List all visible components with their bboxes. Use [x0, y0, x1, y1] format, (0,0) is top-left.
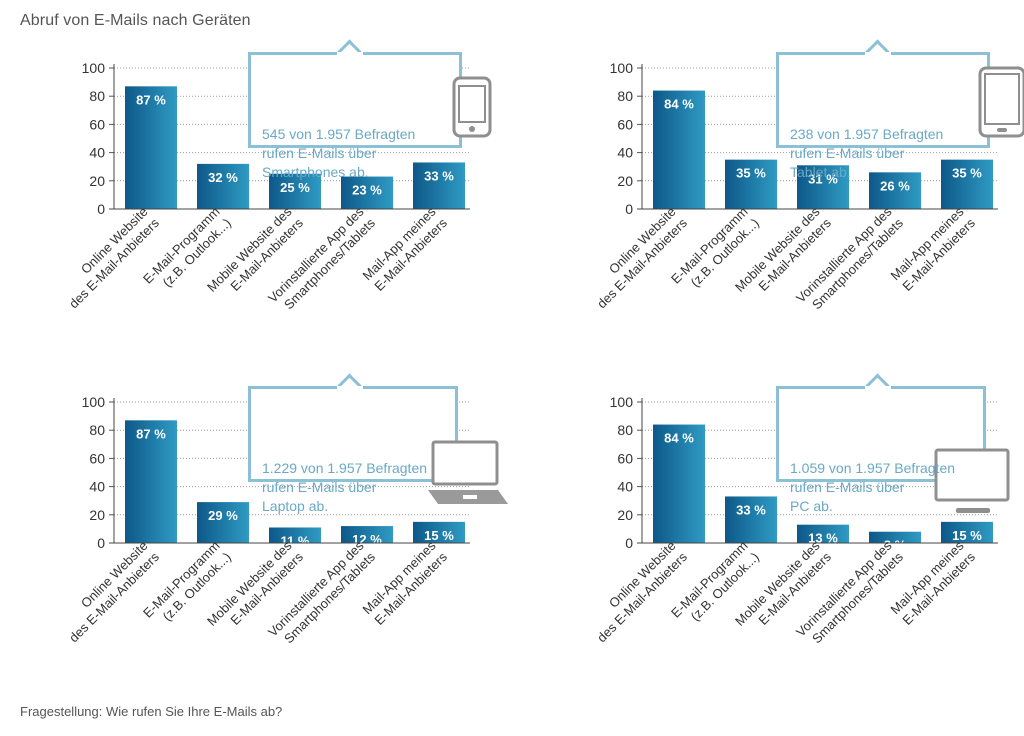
- y-tick-label: 20: [89, 507, 105, 523]
- callout-text: 1.059 von 1.957 Befragten rufen E-Mails …: [790, 460, 956, 514]
- y-tick-label: 20: [89, 173, 105, 189]
- y-tick-label: 80: [89, 422, 105, 438]
- bar-chart-laptop: 0 20 40 60 80 100 87 % Online Websitedes E-Mail…: [55, 394, 470, 646]
- bar-value-label: 11 %: [281, 533, 310, 548]
- y-tick-label: 40: [617, 479, 633, 495]
- callout-text: 1.229 von 1.957 Befragten rufen E-Mails …: [262, 460, 428, 514]
- y-tick-label: 40: [89, 479, 105, 495]
- bar: [413, 521, 465, 543]
- y-tick-label: 100: [82, 60, 106, 76]
- bar-value-label: 33 %: [424, 168, 454, 183]
- bar-value-label: 84 %: [664, 97, 694, 112]
- bar-value-label: 35 %: [736, 166, 766, 181]
- bar: [725, 159, 777, 209]
- bar-chart-pc: 0 20 40 60 80 100 84 % Online Websitedes E-Mail…: [583, 394, 998, 646]
- category-label: Online Websitedes E-Mail-Anbieters: [55, 204, 163, 312]
- category-label: Mail-App meinesE-Mail-Anbieters: [360, 538, 451, 629]
- bar: [653, 90, 705, 209]
- y-tick-label: 40: [617, 145, 633, 161]
- bar: [869, 531, 921, 543]
- callout-box: 1.229 von 1.957 Befragten rufen E-Mails …: [248, 373, 458, 514]
- y-tick-label: 0: [625, 201, 633, 217]
- bar-value-label: 8 %: [884, 538, 907, 553]
- bar-value-label: 87 %: [136, 92, 166, 107]
- bar-value-label: 23 %: [352, 183, 382, 198]
- y-tick-label: 60: [617, 450, 633, 466]
- bar: [125, 86, 177, 209]
- bar: [653, 424, 705, 543]
- category-label: Online Websitedes E-Mail-Anbieters: [583, 538, 691, 646]
- bar-value-label: 15 %: [424, 528, 454, 543]
- bar: [413, 162, 465, 209]
- bar-value-label: 32 %: [208, 170, 238, 185]
- bar-value-label: 15 %: [952, 528, 982, 543]
- bar-value-label: 84 %: [664, 431, 694, 446]
- bar: [197, 502, 249, 543]
- y-tick-label: 0: [625, 535, 633, 551]
- laptop-icon: [428, 440, 508, 504]
- bar-value-label: 25 %: [280, 180, 310, 195]
- bar: [797, 524, 849, 543]
- y-tick-label: 80: [617, 88, 633, 104]
- page-title: Abruf von E-Mails nach Geräten: [20, 12, 251, 29]
- y-tick-label: 100: [610, 394, 634, 410]
- bar: [341, 176, 393, 209]
- chart-panel-pc: 0 20 40 60 80 100 84 % Online Websitedes E-Mail…: [528, 373, 1024, 716]
- bar: [341, 526, 393, 543]
- y-tick-label: 20: [617, 507, 633, 523]
- callout-box: 238 von 1.957 Befragten rufen E-Mails üb…: [776, 39, 990, 180]
- chart-panel-tablet: 0 20 40 60 80 100 84 % Online Websitedes E-Mail…: [528, 39, 1024, 382]
- y-tick-label: 0: [97, 201, 105, 217]
- bar-value-label: 13 %: [808, 531, 838, 546]
- desktop-monitor-icon: [934, 448, 1010, 513]
- chart-panel-laptop: 0 20 40 60 80 100 87 % Online Websitedes E-Mail…: [0, 373, 512, 716]
- bar-value-label: 31 %: [808, 171, 838, 186]
- y-tick-label: 80: [617, 422, 633, 438]
- callout-box: 1.059 von 1.957 Befragten rufen E-Mails …: [776, 373, 986, 514]
- bar-chart-smartphone: 0 20 40 60 80 100 87 % Online Websitedes E-Mail…: [55, 60, 470, 312]
- bar: [125, 420, 177, 543]
- category-label: Mail-App meinesE-Mail-Anbieters: [888, 204, 979, 295]
- y-tick-label: 100: [610, 60, 634, 76]
- bar: [941, 521, 993, 543]
- y-tick-label: 80: [89, 88, 105, 104]
- category-label: Online Websitedes E-Mail-Anbieters: [583, 204, 691, 312]
- y-tick-label: 40: [89, 145, 105, 161]
- bar: [725, 496, 777, 543]
- y-tick-label: 60: [617, 116, 633, 132]
- bar-value-label: 87 %: [136, 426, 166, 441]
- y-tick-label: 60: [89, 450, 105, 466]
- bar: [869, 172, 921, 209]
- y-tick-label: 0: [97, 535, 105, 551]
- y-tick-label: 100: [82, 394, 106, 410]
- callout-text: 545 von 1.957 Befragten rufen E-Mails üb…: [262, 126, 416, 180]
- chart-panel-smartphone: 0 20 40 60 80 100 87 % Online Websitedes E-Mail…: [0, 39, 512, 382]
- bar-chart-tablet: 0 20 40 60 80 100 84 % Online Websitedes E-Mail…: [583, 60, 998, 312]
- bar: [941, 159, 993, 209]
- category-label: Online Websitedes E-Mail-Anbieters: [55, 538, 163, 646]
- bar: [269, 527, 321, 543]
- bar-value-label: 29 %: [208, 508, 238, 523]
- y-tick-label: 20: [617, 173, 633, 189]
- category-label: Mail-App meinesE-Mail-Anbieters: [360, 204, 451, 295]
- bar: [197, 163, 249, 209]
- smartphone-icon: [452, 76, 492, 138]
- bar-value-label: 35 %: [952, 166, 982, 181]
- y-tick-label: 60: [89, 116, 105, 132]
- question-footnote: Fragestellung: Wie rufen Sie Ihre E-Mail…: [20, 704, 283, 719]
- callout-text: 238 von 1.957 Befragten rufen E-Mails üb…: [790, 126, 944, 180]
- tablet-icon: [978, 66, 1024, 138]
- bar-value-label: 26 %: [880, 178, 910, 193]
- callout-box: 545 von 1.957 Befragten rufen E-Mails üb…: [248, 39, 462, 180]
- bar: [797, 165, 849, 209]
- bar: [269, 173, 321, 209]
- bar-value-label: 33 %: [736, 502, 766, 517]
